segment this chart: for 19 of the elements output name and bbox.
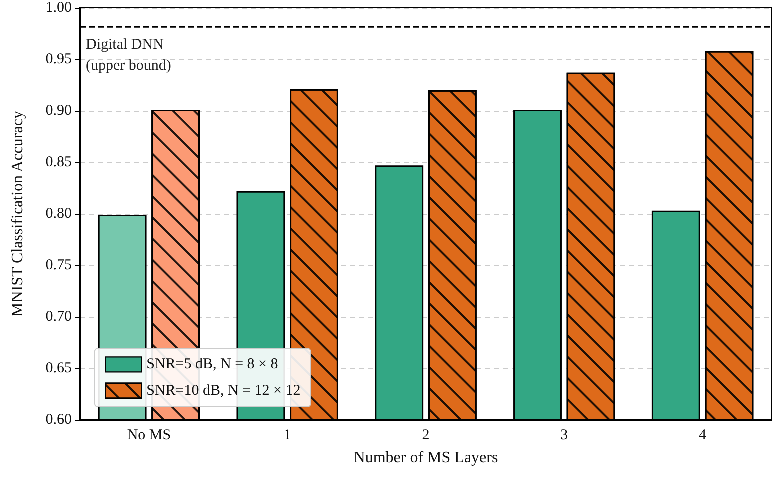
y-tick-label: 0.75 xyxy=(46,258,72,274)
y-tick-label: 0.80 xyxy=(46,206,72,222)
y-tick-label: 0.95 xyxy=(46,52,72,68)
y-axis-title: MNIST Classification Accuracy xyxy=(10,111,26,317)
x-tick-label: 1 xyxy=(284,428,292,444)
x-axis-title: Number of MS Layers xyxy=(354,450,498,466)
y-tick-label: 1.00 xyxy=(46,0,72,16)
legend-label: SNR=10 dB, N = 12 × 12 xyxy=(146,382,301,399)
y-tick-label: 0.70 xyxy=(46,309,72,325)
y-tick-label: 0.85 xyxy=(46,154,72,170)
x-tick-label: 4 xyxy=(699,428,708,444)
y-tick-label: 0.90 xyxy=(46,103,72,119)
y-tick-label: 0.65 xyxy=(46,360,72,376)
x-tick-label: No MS xyxy=(127,428,172,444)
ref-line-label: Digital DNN (upper bound) xyxy=(86,37,172,74)
y-tick-label: 0.60 xyxy=(46,412,72,428)
x-tick-label: 3 xyxy=(560,428,568,444)
x-tick-label: 2 xyxy=(422,428,430,444)
legend-label: SNR=5 dB, N = 8 × 8 xyxy=(146,356,278,373)
